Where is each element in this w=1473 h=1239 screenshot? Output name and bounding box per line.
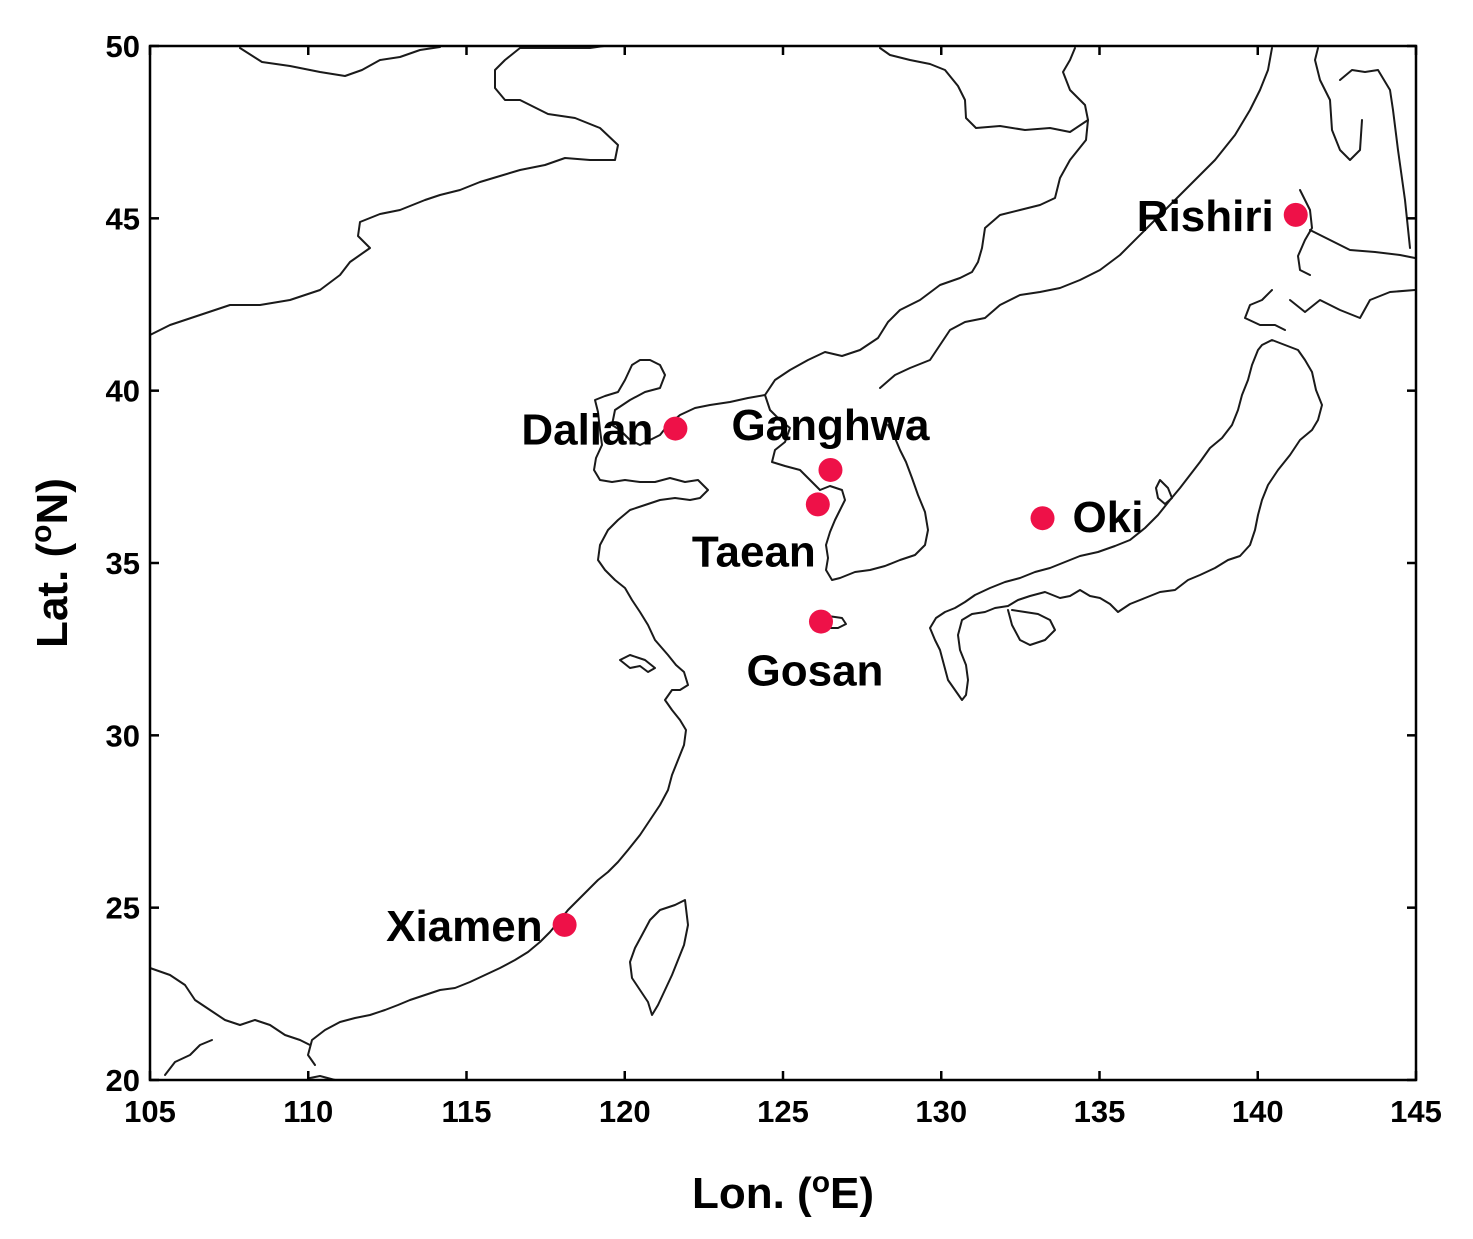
site-label-oki: Oki xyxy=(1073,493,1144,542)
site-label-dalian: Dalian xyxy=(521,406,653,455)
x-tick-label: 135 xyxy=(1074,1094,1126,1129)
x-tick-label: 140 xyxy=(1232,1094,1284,1129)
site-label-rishiri: Rishiri xyxy=(1137,192,1274,241)
x-tick-label: 130 xyxy=(915,1094,967,1129)
x-tick-label: 120 xyxy=(599,1094,651,1129)
x-axis-title: Lon. (oE) xyxy=(692,1166,874,1218)
y-tick-label: 30 xyxy=(106,718,140,753)
y-tick-label: 40 xyxy=(106,374,140,409)
y-tick-label: 20 xyxy=(106,1063,140,1098)
site-marker-rishiri xyxy=(1283,202,1308,227)
y-axis-ticks: 20 25 30 35 40 45 50 xyxy=(106,29,1416,1098)
x-tick-label: 105 xyxy=(124,1094,176,1129)
x-axis-ticks: 105 110 115 120 125 130 135 140 145 xyxy=(124,46,1442,1129)
x-tick-label: 145 xyxy=(1390,1094,1442,1129)
site-marker-taean xyxy=(805,492,830,517)
y-tick-label: 50 xyxy=(106,29,140,64)
site-marker-gosan xyxy=(808,609,833,634)
x-tick-label: 110 xyxy=(283,1094,333,1129)
site-label-ganghwa: Ganghwa xyxy=(731,401,930,450)
site-label-xiamen: Xiamen xyxy=(386,902,543,951)
site-label-taean: Taean xyxy=(692,527,816,576)
y-tick-label: 35 xyxy=(106,546,140,581)
site-marker-dalian xyxy=(663,416,688,441)
y-axis-title: Lat. (oN) xyxy=(25,478,77,648)
x-tick-label: 125 xyxy=(757,1094,809,1129)
site-marker-ganghwa xyxy=(818,457,843,482)
x-tick-label: 115 xyxy=(441,1094,491,1129)
site-marker-oki xyxy=(1030,506,1055,531)
site-markers: Rishiri Dalian Ganghwa Taean Oki Gosan Xiamen xyxy=(386,192,1308,951)
site-label-gosan: Gosan xyxy=(747,647,884,696)
site-marker-xiamen xyxy=(552,912,577,937)
y-tick-label: 45 xyxy=(106,201,140,236)
y-tick-label: 25 xyxy=(106,891,140,926)
